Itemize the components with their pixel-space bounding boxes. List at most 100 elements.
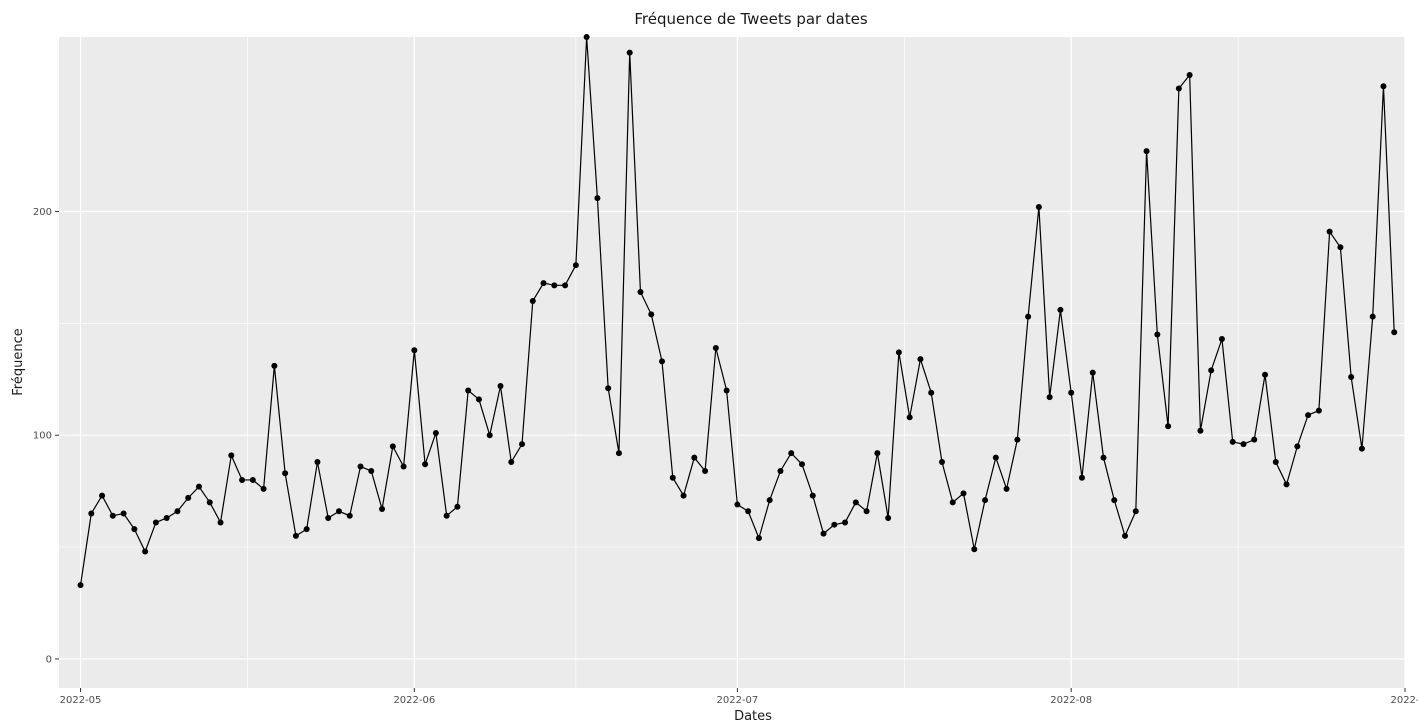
data-point — [185, 494, 192, 501]
data-point — [788, 450, 795, 457]
data-point — [809, 492, 816, 499]
data-point — [1132, 508, 1139, 515]
data-point — [1122, 532, 1129, 539]
data-point — [282, 470, 289, 477]
data-point — [1078, 474, 1085, 481]
y-tick-label: 100 — [33, 431, 52, 442]
data-point — [432, 429, 439, 436]
data-point — [1229, 438, 1236, 445]
data-point — [195, 483, 202, 490]
data-point — [109, 512, 116, 519]
data-point — [1262, 371, 1269, 378]
data-point — [1305, 412, 1312, 419]
data-point — [1337, 244, 1344, 251]
data-point — [379, 506, 386, 513]
grid-minor — [59, 37, 1405, 688]
data-point — [411, 347, 418, 354]
data-point — [1315, 407, 1322, 414]
data-point — [637, 289, 644, 296]
data-point — [798, 461, 805, 468]
data-point — [1208, 367, 1215, 374]
data-point — [971, 546, 978, 553]
data-point — [271, 362, 278, 369]
data-point — [1035, 204, 1042, 211]
data-point — [917, 356, 924, 363]
data-point — [228, 452, 235, 459]
data-point — [615, 450, 622, 457]
data-point — [1100, 454, 1107, 461]
data-point — [88, 510, 95, 517]
data-point — [357, 463, 364, 470]
data-point — [508, 459, 515, 466]
data-point — [680, 492, 687, 499]
data-point — [368, 468, 375, 474]
data-point — [346, 512, 353, 519]
data-point — [335, 508, 342, 515]
data-point — [852, 499, 859, 506]
data-point — [465, 387, 472, 394]
data-point — [949, 499, 956, 506]
data-point — [1358, 445, 1365, 452]
data-point — [303, 526, 310, 533]
data-point — [594, 195, 601, 202]
data-point — [562, 282, 569, 289]
data-point — [874, 450, 881, 457]
data-point — [669, 474, 676, 481]
data-point — [1068, 389, 1075, 396]
data-point — [99, 492, 106, 499]
data-point — [1154, 331, 1161, 338]
data-point — [239, 476, 246, 483]
data-point — [659, 358, 666, 365]
data-point — [174, 508, 181, 515]
data-point — [497, 382, 504, 389]
data-point — [1143, 148, 1150, 155]
data-point — [1218, 336, 1225, 343]
data-point — [777, 468, 784, 474]
data-point — [820, 530, 827, 537]
data-point — [605, 385, 612, 392]
data-point — [1251, 436, 1258, 443]
data-point — [443, 512, 450, 519]
data-point — [1111, 497, 1118, 504]
data-point — [572, 262, 579, 269]
data-point — [475, 396, 482, 403]
data-point — [540, 280, 547, 287]
y-axis: 0 100 200 — [33, 207, 59, 665]
grid-major — [59, 37, 1406, 688]
data-point — [1294, 443, 1301, 450]
data-point — [152, 519, 159, 526]
data-point — [755, 535, 762, 542]
data-point — [938, 459, 945, 466]
data-point — [163, 514, 170, 521]
y-axis-title: Fréquence — [11, 328, 26, 395]
x-tick-label: 2022-05 — [60, 695, 102, 706]
data-point — [583, 34, 590, 40]
data-point — [292, 532, 299, 539]
data-point — [325, 514, 332, 521]
data-point — [1186, 72, 1193, 79]
data-point — [77, 582, 84, 589]
data-point — [1240, 441, 1247, 448]
data-point — [486, 432, 493, 439]
data-point — [1003, 485, 1010, 492]
chart-title: Fréquence de Tweets par dates — [634, 10, 867, 28]
data-point — [206, 499, 213, 506]
data-point — [1348, 374, 1355, 381]
data-points — [77, 34, 1398, 589]
data-point — [982, 497, 989, 504]
data-point — [626, 49, 633, 56]
data-point — [863, 508, 870, 515]
data-point — [745, 508, 752, 515]
y-tick-label: 0 — [46, 654, 52, 665]
data-point — [529, 297, 536, 304]
data-point — [1272, 459, 1279, 466]
data-point — [734, 501, 741, 508]
data-point — [1089, 369, 1096, 376]
data-point — [1326, 228, 1333, 235]
data-point — [1165, 423, 1172, 430]
x-tick-label: 2022-07 — [716, 695, 758, 706]
data-point — [1380, 83, 1387, 90]
data-point — [1175, 85, 1182, 92]
data-point — [1057, 306, 1064, 313]
x-tick-label: 2022-06 — [393, 695, 435, 706]
